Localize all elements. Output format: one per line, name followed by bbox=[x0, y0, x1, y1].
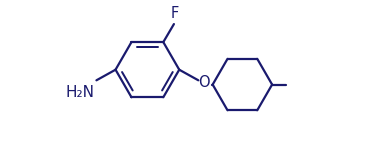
Text: H₂N: H₂N bbox=[65, 85, 94, 100]
Text: F: F bbox=[171, 6, 179, 21]
Text: O: O bbox=[198, 75, 210, 90]
